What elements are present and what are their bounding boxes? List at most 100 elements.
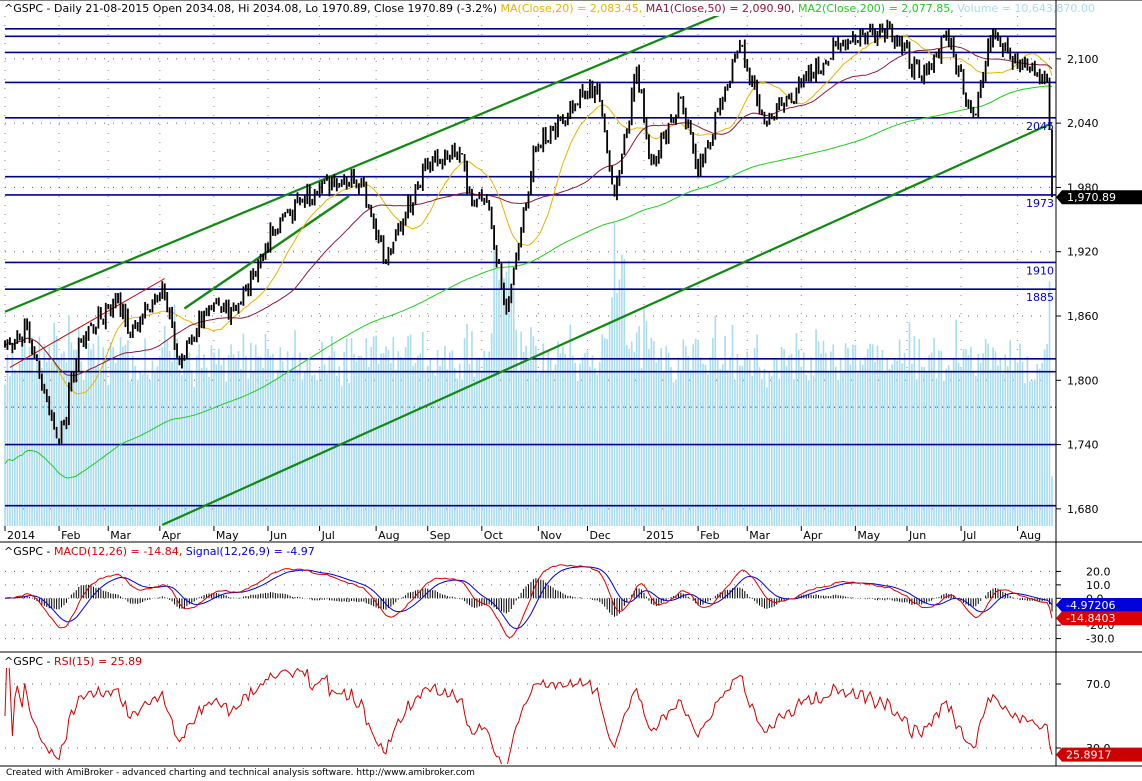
volume-bar (237, 351, 240, 526)
volume-bar (230, 344, 232, 526)
volume-bar (257, 356, 259, 526)
volume-bar (589, 366, 591, 526)
volume-bar (842, 371, 844, 526)
volume-bar (798, 349, 800, 526)
volume-bar (876, 345, 879, 526)
volume-bar (896, 360, 898, 526)
volume-bar (800, 366, 803, 526)
volume-bar (291, 356, 294, 526)
volume-bar (562, 346, 564, 526)
rsi-prefix: ^GSPC - (4, 655, 51, 668)
volume-bar (515, 329, 518, 526)
volume-bar (549, 358, 552, 526)
volume-bar (264, 334, 267, 526)
volume-bar (422, 331, 424, 526)
volume-bar (653, 341, 655, 526)
volume-bar (977, 354, 980, 526)
volume-bar (982, 353, 984, 526)
volume-bar (1033, 379, 1036, 526)
volume-bar (807, 380, 810, 526)
red-trend-line (9, 278, 166, 368)
volume-bar (608, 321, 611, 526)
volume-bar (181, 374, 183, 526)
volume-bar (4, 384, 6, 526)
volume-bar (485, 358, 488, 526)
volume-bar (830, 351, 832, 526)
volume-bar (232, 353, 235, 526)
rsi-tick-label: 70.0 (1086, 678, 1111, 691)
volume-bar (453, 368, 456, 526)
volume-bar (665, 346, 667, 526)
volume-bar (112, 347, 114, 526)
level-label: 1885 (1026, 291, 1054, 304)
volume-bar (1046, 343, 1048, 526)
volume-bar (119, 336, 122, 526)
volume-bar (847, 347, 849, 526)
volume-bar (648, 349, 650, 526)
volume-bar (908, 322, 911, 526)
volume-bar (913, 335, 916, 526)
x-tick-label: Sep (430, 529, 451, 542)
macd-line (4, 564, 1053, 638)
volume-bar (812, 375, 815, 526)
price-tick-label: 1,740 (1067, 439, 1099, 452)
volume-bar (716, 359, 719, 526)
volume-bar (898, 339, 901, 526)
volume-bar (176, 338, 178, 526)
volume-bar (417, 355, 419, 526)
macd-title-line: ^GSPC - MACD(12,26) = -14.84, Signal(12,… (4, 545, 315, 558)
volume-bar (618, 279, 621, 526)
volume-bar (404, 347, 407, 526)
price-tick-label: 2,100 (1067, 53, 1099, 66)
volume-bar (296, 369, 299, 526)
volume-bar (109, 341, 112, 526)
volume-bar (102, 347, 105, 526)
volume-bar (530, 327, 532, 526)
volume-bar (712, 338, 714, 526)
volume-bar (370, 346, 373, 526)
volume-bar (763, 368, 766, 526)
volume-bar (677, 357, 680, 526)
volume-bar (129, 381, 132, 526)
volume-bar (748, 360, 751, 526)
volume-bar (571, 355, 574, 526)
x-tick-label: Feb (61, 529, 80, 542)
volume-bar (281, 361, 284, 526)
volume-bar (456, 378, 459, 526)
footer-credit: Created with AmiBroker - advanced charti… (6, 768, 475, 778)
x-tick-label: Apr (162, 529, 182, 542)
volume-bar (1019, 343, 1021, 526)
volume-bar (920, 366, 923, 526)
volume-bar (952, 358, 955, 526)
volume-bar (667, 352, 670, 526)
rsi-legend: RSI(15) = 25.89 (54, 655, 143, 668)
volume-bar (254, 344, 257, 526)
volume-bar (861, 364, 864, 526)
volume-bar (429, 358, 431, 526)
volume-bar (382, 353, 385, 526)
volume-bar (213, 352, 215, 526)
volume-bar (719, 369, 722, 526)
volume-bar (743, 359, 746, 526)
volume-bar (6, 354, 9, 526)
macd-badge (1056, 611, 1142, 626)
volume-bar (161, 347, 164, 526)
volume-bar (778, 378, 780, 526)
volume-bar (916, 379, 918, 526)
ma50-line (4, 45, 1053, 377)
volume-bar (972, 371, 975, 526)
volume-bar (761, 379, 763, 526)
volume-bar (793, 379, 795, 526)
volume-bar (136, 379, 139, 526)
volume-bar (660, 347, 663, 526)
volume-bar (633, 351, 635, 526)
volume-bar (490, 333, 493, 526)
volume-bar (893, 359, 896, 526)
volume-bar (122, 346, 124, 526)
trend-lines (4, 16, 1053, 526)
volume-bar (505, 271, 508, 526)
price-tick-label: 1,920 (1067, 246, 1099, 259)
volume-bar (328, 355, 331, 526)
volume-bar (975, 375, 977, 526)
volume-bar (412, 365, 414, 526)
